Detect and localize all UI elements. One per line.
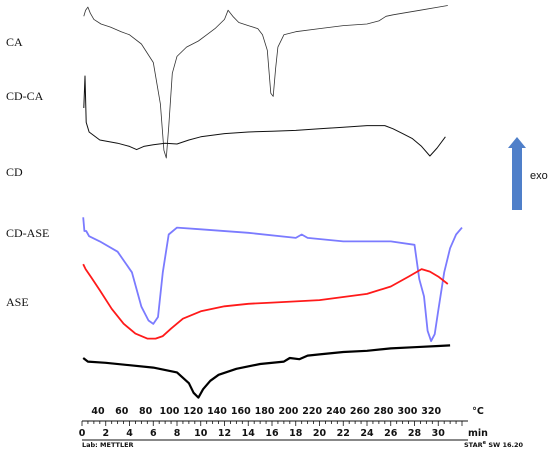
exo-arrow-shaft: [512, 147, 522, 210]
time-tick-label: 4: [126, 428, 133, 439]
temperature-tick-label: 60: [115, 406, 129, 417]
time-tick-label: 28: [408, 428, 422, 439]
exo-indicator: exo: [508, 137, 548, 210]
curves-layer: [82, 5, 463, 399]
temperature-tick-label: 120: [183, 406, 203, 417]
time-unit-label: min: [468, 428, 488, 439]
curve-ca: [83, 5, 448, 159]
temperature-tick-label: 140: [207, 406, 227, 417]
temperature-tick-label: 200: [278, 406, 298, 417]
temperature-tick-label: 220: [302, 406, 322, 417]
time-tick-label: 6: [150, 428, 157, 439]
software-label: STARe SW 16.20: [464, 440, 523, 449]
curve-cd: [82, 217, 463, 342]
curve-cd-ca: [83, 75, 446, 157]
time-tick-label: 30: [432, 428, 446, 439]
temperature-tick-label: 240: [326, 406, 346, 417]
time-tick-label: 16: [265, 428, 279, 439]
curve-cd-ase: [82, 263, 449, 340]
temperature-tick-label: 280: [374, 406, 394, 417]
temperature-tick-label: 300: [397, 406, 417, 417]
exo-label: exo: [530, 170, 548, 182]
temperature-tick-label: 100: [159, 406, 179, 417]
temperature-tick-label: 180: [255, 406, 275, 417]
temperature-tick-label: 40: [91, 406, 105, 417]
temperature-tick-label: 320: [421, 406, 441, 417]
time-tick-label: 8: [174, 428, 181, 439]
temperature-tick-label: 160: [231, 406, 251, 417]
label-ase: ASE: [6, 295, 29, 309]
time-tick-label: 12: [218, 428, 231, 439]
label-ca: CA: [6, 35, 23, 49]
temperature-tick-label: 260: [350, 406, 370, 417]
temperature-unit-label: °C: [472, 406, 484, 417]
label-cd-ase: CD-ASE: [6, 226, 49, 240]
exo-arrow-head-icon: [508, 137, 526, 148]
time-tick-label: 10: [194, 428, 208, 439]
lab-label: Lab: METTLER: [82, 441, 134, 449]
time-tick-label: 18: [289, 428, 303, 439]
time-tick-label: 14: [242, 428, 256, 439]
label-cd-ca: CD-CA: [6, 89, 44, 103]
sample-labels: CA CD-CA CD CD-ASE ASE: [6, 35, 49, 309]
time-tick-label: 0: [79, 428, 86, 439]
label-cd: CD: [6, 165, 23, 179]
temperature-tick-label: 80: [139, 406, 153, 417]
time-tick-label: 26: [384, 428, 398, 439]
curve-ase: [82, 344, 451, 399]
time-tick-label: 22: [337, 428, 350, 439]
time-tick-label: 2: [102, 428, 109, 439]
time-tick-label: 24: [360, 428, 374, 439]
time-tick-label: 20: [313, 428, 327, 439]
